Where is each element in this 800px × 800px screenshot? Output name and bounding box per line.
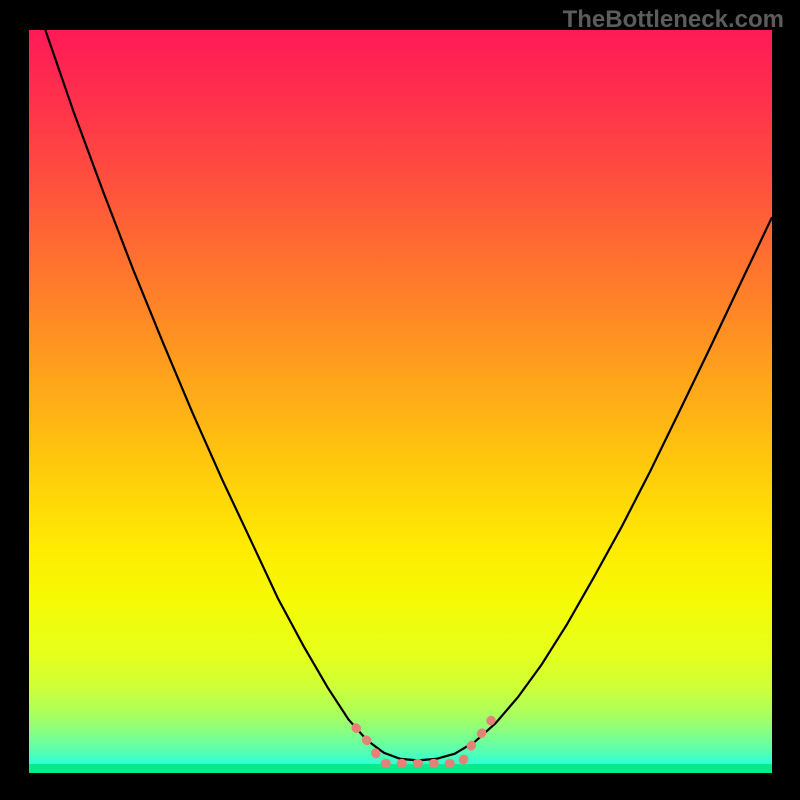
- plot-area: [29, 30, 772, 773]
- plot-svg: [29, 30, 772, 773]
- gradient-rect: [29, 30, 772, 773]
- chart-stage: TheBottleneck.com: [0, 0, 800, 800]
